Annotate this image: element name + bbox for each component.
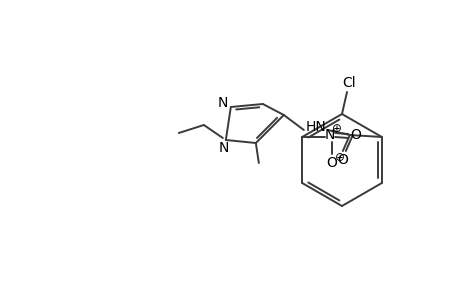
Text: ⊕: ⊕ <box>331 122 341 134</box>
Text: ⊖: ⊖ <box>335 151 344 164</box>
Text: O: O <box>350 128 361 142</box>
Text: HN: HN <box>305 120 325 134</box>
Text: O: O <box>326 156 337 170</box>
Text: N: N <box>218 141 229 155</box>
Text: N: N <box>217 96 228 110</box>
Text: N: N <box>324 128 335 142</box>
Text: O: O <box>336 153 347 167</box>
Text: Cl: Cl <box>341 76 355 90</box>
